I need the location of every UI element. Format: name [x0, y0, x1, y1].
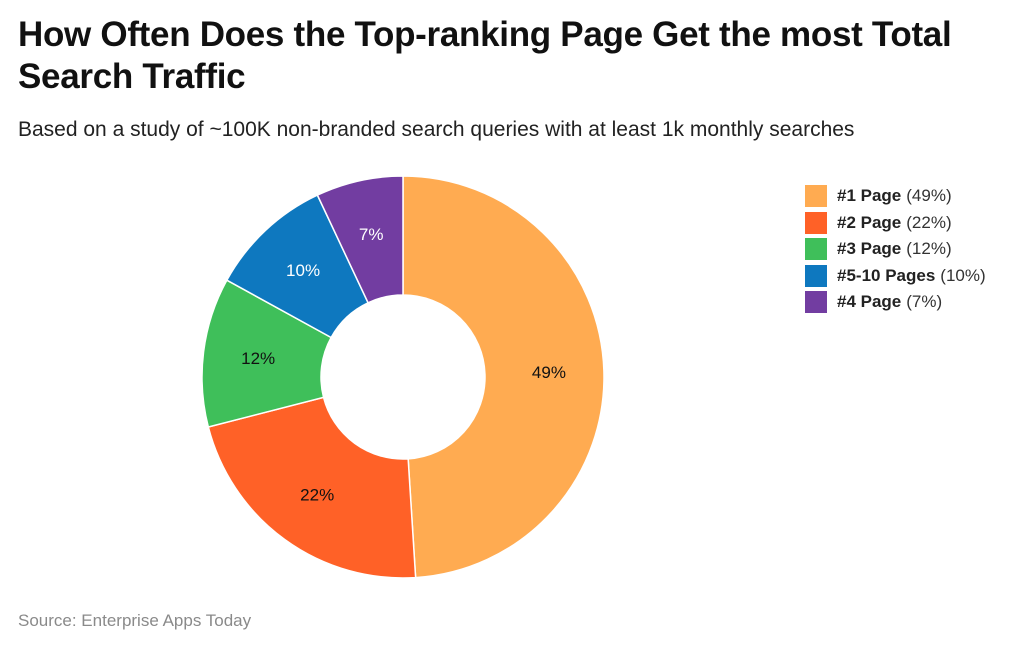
legend-item-5-10-pages: #5-10 Pages (10%)	[805, 263, 986, 290]
data-label-3-page: 12%	[241, 349, 275, 368]
data-label-1-page: 49%	[532, 363, 566, 382]
chart-title: How Often Does the Top-ranking Page Get …	[18, 15, 952, 96]
legend-value: (49%)	[906, 186, 952, 206]
data-label-5-10-pages: 10%	[286, 261, 320, 280]
slice-1-page	[402, 175, 605, 579]
legend-item-2-page: #2 Page (22%)	[805, 210, 986, 237]
legend-swatch	[805, 264, 827, 287]
legend-value: (22%)	[906, 212, 952, 232]
legend-item-1-page: #1 Page (49%)	[805, 183, 986, 210]
data-label-4-page: 7%	[359, 225, 384, 244]
chart-legend: #1 Page (49%) #2 Page (22%) #3 Page (12%) #5-1…	[805, 183, 986, 316]
data-label-2-page: 22%	[300, 486, 334, 505]
chart-source: Source: Enterprise Apps Today	[18, 611, 252, 630]
legend-item-4-page: #4 Page (7%)	[805, 289, 986, 316]
legend-label: #4 Page	[837, 292, 902, 312]
legend-swatch	[805, 211, 827, 234]
legend-swatch	[805, 238, 827, 261]
chart-subtitle: Based on a study of ~100K non-branded se…	[18, 118, 855, 141]
donut-data-labels: 49% 22% 12% 10% 7%	[241, 225, 566, 505]
legend-item-3-page: #3 Page (12%)	[805, 236, 986, 263]
slice-2-page	[207, 396, 417, 579]
legend-label: #1 Page	[837, 186, 902, 206]
legend-swatch	[805, 185, 827, 208]
legend-value: (7%)	[906, 292, 943, 312]
legend-swatch	[805, 291, 827, 314]
legend-value: (10%)	[940, 265, 986, 285]
legend-label: #5-10 Pages	[837, 265, 936, 285]
legend-label: #3 Page	[837, 239, 902, 259]
donut-slices	[201, 175, 605, 579]
legend-value: (12%)	[906, 239, 952, 259]
slice-4-page	[316, 175, 404, 304]
legend-label: #2 Page	[837, 212, 902, 232]
